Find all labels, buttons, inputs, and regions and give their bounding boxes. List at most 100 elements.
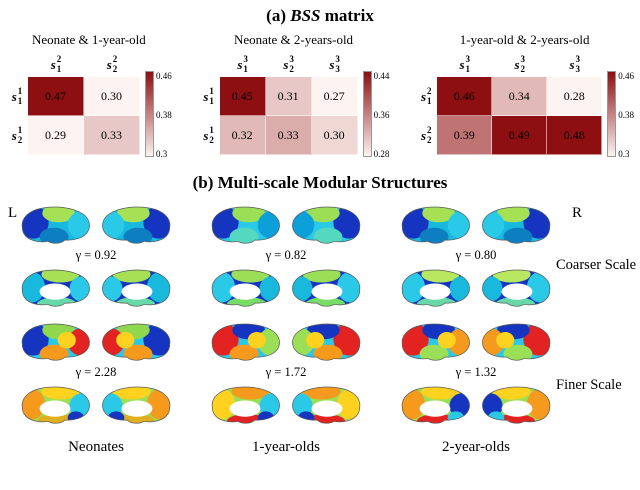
brain-medial-view (211, 269, 280, 307)
matrix-body: s 3 1 s 3 2 s 3 3 s 1 1 0.45 0.31 0.27 s 1 2 0.32 0.33 0.30 0… (198, 51, 390, 159)
brain-medial-view (292, 269, 361, 307)
lateral-brain-pair (206, 203, 366, 247)
brain-group-cell: γ = 0.80 (396, 203, 556, 310)
brain-lateral-view (102, 323, 171, 361)
group-labels-row: Neonates 1-year-olds 2-year-olds (0, 437, 640, 456)
medial-brain-pair (396, 383, 556, 427)
heatmap-cell: 0.48 (547, 116, 603, 155)
colorbar-tick: 0.38 (618, 110, 634, 120)
colorbar-tick: 0.46 (156, 71, 172, 81)
heatmap-cell: 0.46 (437, 77, 493, 116)
colorbar-ticks: 0.46 0.38 0.3 (618, 71, 634, 159)
matrix-body: s 2 1 s 2 2 s 1 1 0.47 0.30 s 1 2 0.29 0.33 0.46 0.38 0.3 (6, 51, 172, 159)
brain-row-finer: γ = 2.28 γ = 1.72 γ = 1.32 (16, 320, 556, 427)
matrix-corner (6, 51, 28, 77)
colorbar-tick: 0.28 (373, 149, 390, 159)
brain-group-cell: γ = 1.72 (206, 320, 366, 427)
brain-lateral-view (292, 206, 361, 244)
gamma-label: γ = 2.28 (75, 364, 117, 379)
colorbar-tick: 0.3 (156, 149, 168, 159)
colorbar-gradient (145, 71, 154, 157)
lateral-brain-pair (16, 320, 176, 364)
panel-a-title-prefix: (a) (266, 6, 291, 25)
matrix-title: 1-year-old & 2-years-old (459, 32, 590, 47)
scale-label-finer: Finer Scale (556, 377, 622, 393)
heatmap-cell: 0.30 (311, 116, 358, 155)
gamma-label: γ = 1.32 (455, 364, 497, 379)
brain-lateral-view (401, 206, 470, 244)
heatmap-cell: 0.34 (492, 77, 548, 116)
brain-lateral-view (211, 323, 280, 361)
panel-a-title: (a) BSS matrix (0, 6, 640, 26)
brain-medial-view (21, 269, 90, 307)
medial-brain-pair (206, 383, 366, 427)
brain-lateral-view (211, 206, 280, 244)
brain-group-cell: γ = 0.82 (206, 203, 366, 310)
bss-matrix-3: 1-year-old & 2-years-old s 3 1 s 3 2 s 3 3 s 2 1 0.46… (415, 32, 634, 159)
colorbar-tick: 0.46 (618, 71, 634, 81)
group-label: Neonates (68, 438, 124, 455)
scale-label-coarser: Coarser Scale (556, 257, 637, 273)
colorbar: 0.44 0.36 0.28 (362, 71, 390, 159)
matrix-corner (198, 51, 220, 77)
panel-b: (b) Multi-scale Modular Structures L R γ… (0, 173, 640, 456)
gamma-label: γ = 0.82 (265, 248, 307, 262)
bss-matrices: Neonate & 1-year-old s 2 1 s 2 2 s 1 1 0.47 0.30 s 1 2… (0, 32, 640, 159)
medial-brain-pair (206, 266, 366, 310)
colorbar: 0.46 0.38 0.3 (145, 71, 172, 159)
colorbar-tick: 0.44 (373, 71, 390, 81)
brain-group-cell: γ = 0.92 (16, 203, 176, 310)
brain-rows: γ = 0.92 γ = 0.82 γ = 0.80 γ = 2.28 γ = 1.72… (16, 203, 556, 427)
lateral-brain-pair (396, 320, 556, 364)
colorbar-tick: 0.36 (373, 110, 390, 120)
colorbar-tick: 0.3 (618, 149, 630, 159)
matrix-body: s 3 1 s 3 2 s 3 3 s 2 1 0.46 0.34 0.28 s 2 2 0.39 0.49 0.48 0… (415, 51, 634, 159)
colorbar-tick: 0.38 (156, 110, 172, 120)
heatmap-cell: 0.33 (84, 116, 140, 155)
heatmap-cell: 0.29 (28, 116, 84, 155)
brain-lateral-view (21, 323, 90, 361)
lateral-brain-pair (206, 320, 366, 364)
colorbar-ticks: 0.46 0.38 0.3 (156, 71, 172, 159)
heatmap-cell: 0.30 (84, 77, 140, 116)
gamma-label: γ = 0.92 (75, 248, 117, 262)
brain-medial-view (292, 386, 361, 424)
medial-brain-pair (396, 266, 556, 310)
group-label: 2-year-olds (441, 438, 510, 455)
brain-area: L R γ = 0.92 γ = 0.82 γ = 0.80 γ = 2.28 γ = … (0, 201, 640, 427)
panel-a: (a) BSS matrix Neonate & 1-year-old s 2 1 s 2… (0, 6, 640, 159)
group-label: 1-year-olds (251, 438, 320, 455)
heatmap-cell: 0.32 (219, 116, 266, 155)
heatmap-cell: 0.31 (265, 77, 312, 116)
hemisphere-label-left: L (8, 205, 18, 221)
brain-group-cell: γ = 1.32 (396, 320, 556, 427)
brain-medial-view (211, 386, 280, 424)
lateral-brain-pair (16, 203, 176, 247)
brain-medial-view (482, 269, 551, 307)
brain-lateral-view (102, 206, 171, 244)
heatmap-cell: 0.28 (547, 77, 603, 116)
colorbar-gradient (362, 71, 372, 157)
brain-lateral-view (292, 323, 361, 361)
matrix-title: Neonate & 1-year-old (31, 32, 146, 47)
hemisphere-label-right: R (571, 205, 582, 221)
